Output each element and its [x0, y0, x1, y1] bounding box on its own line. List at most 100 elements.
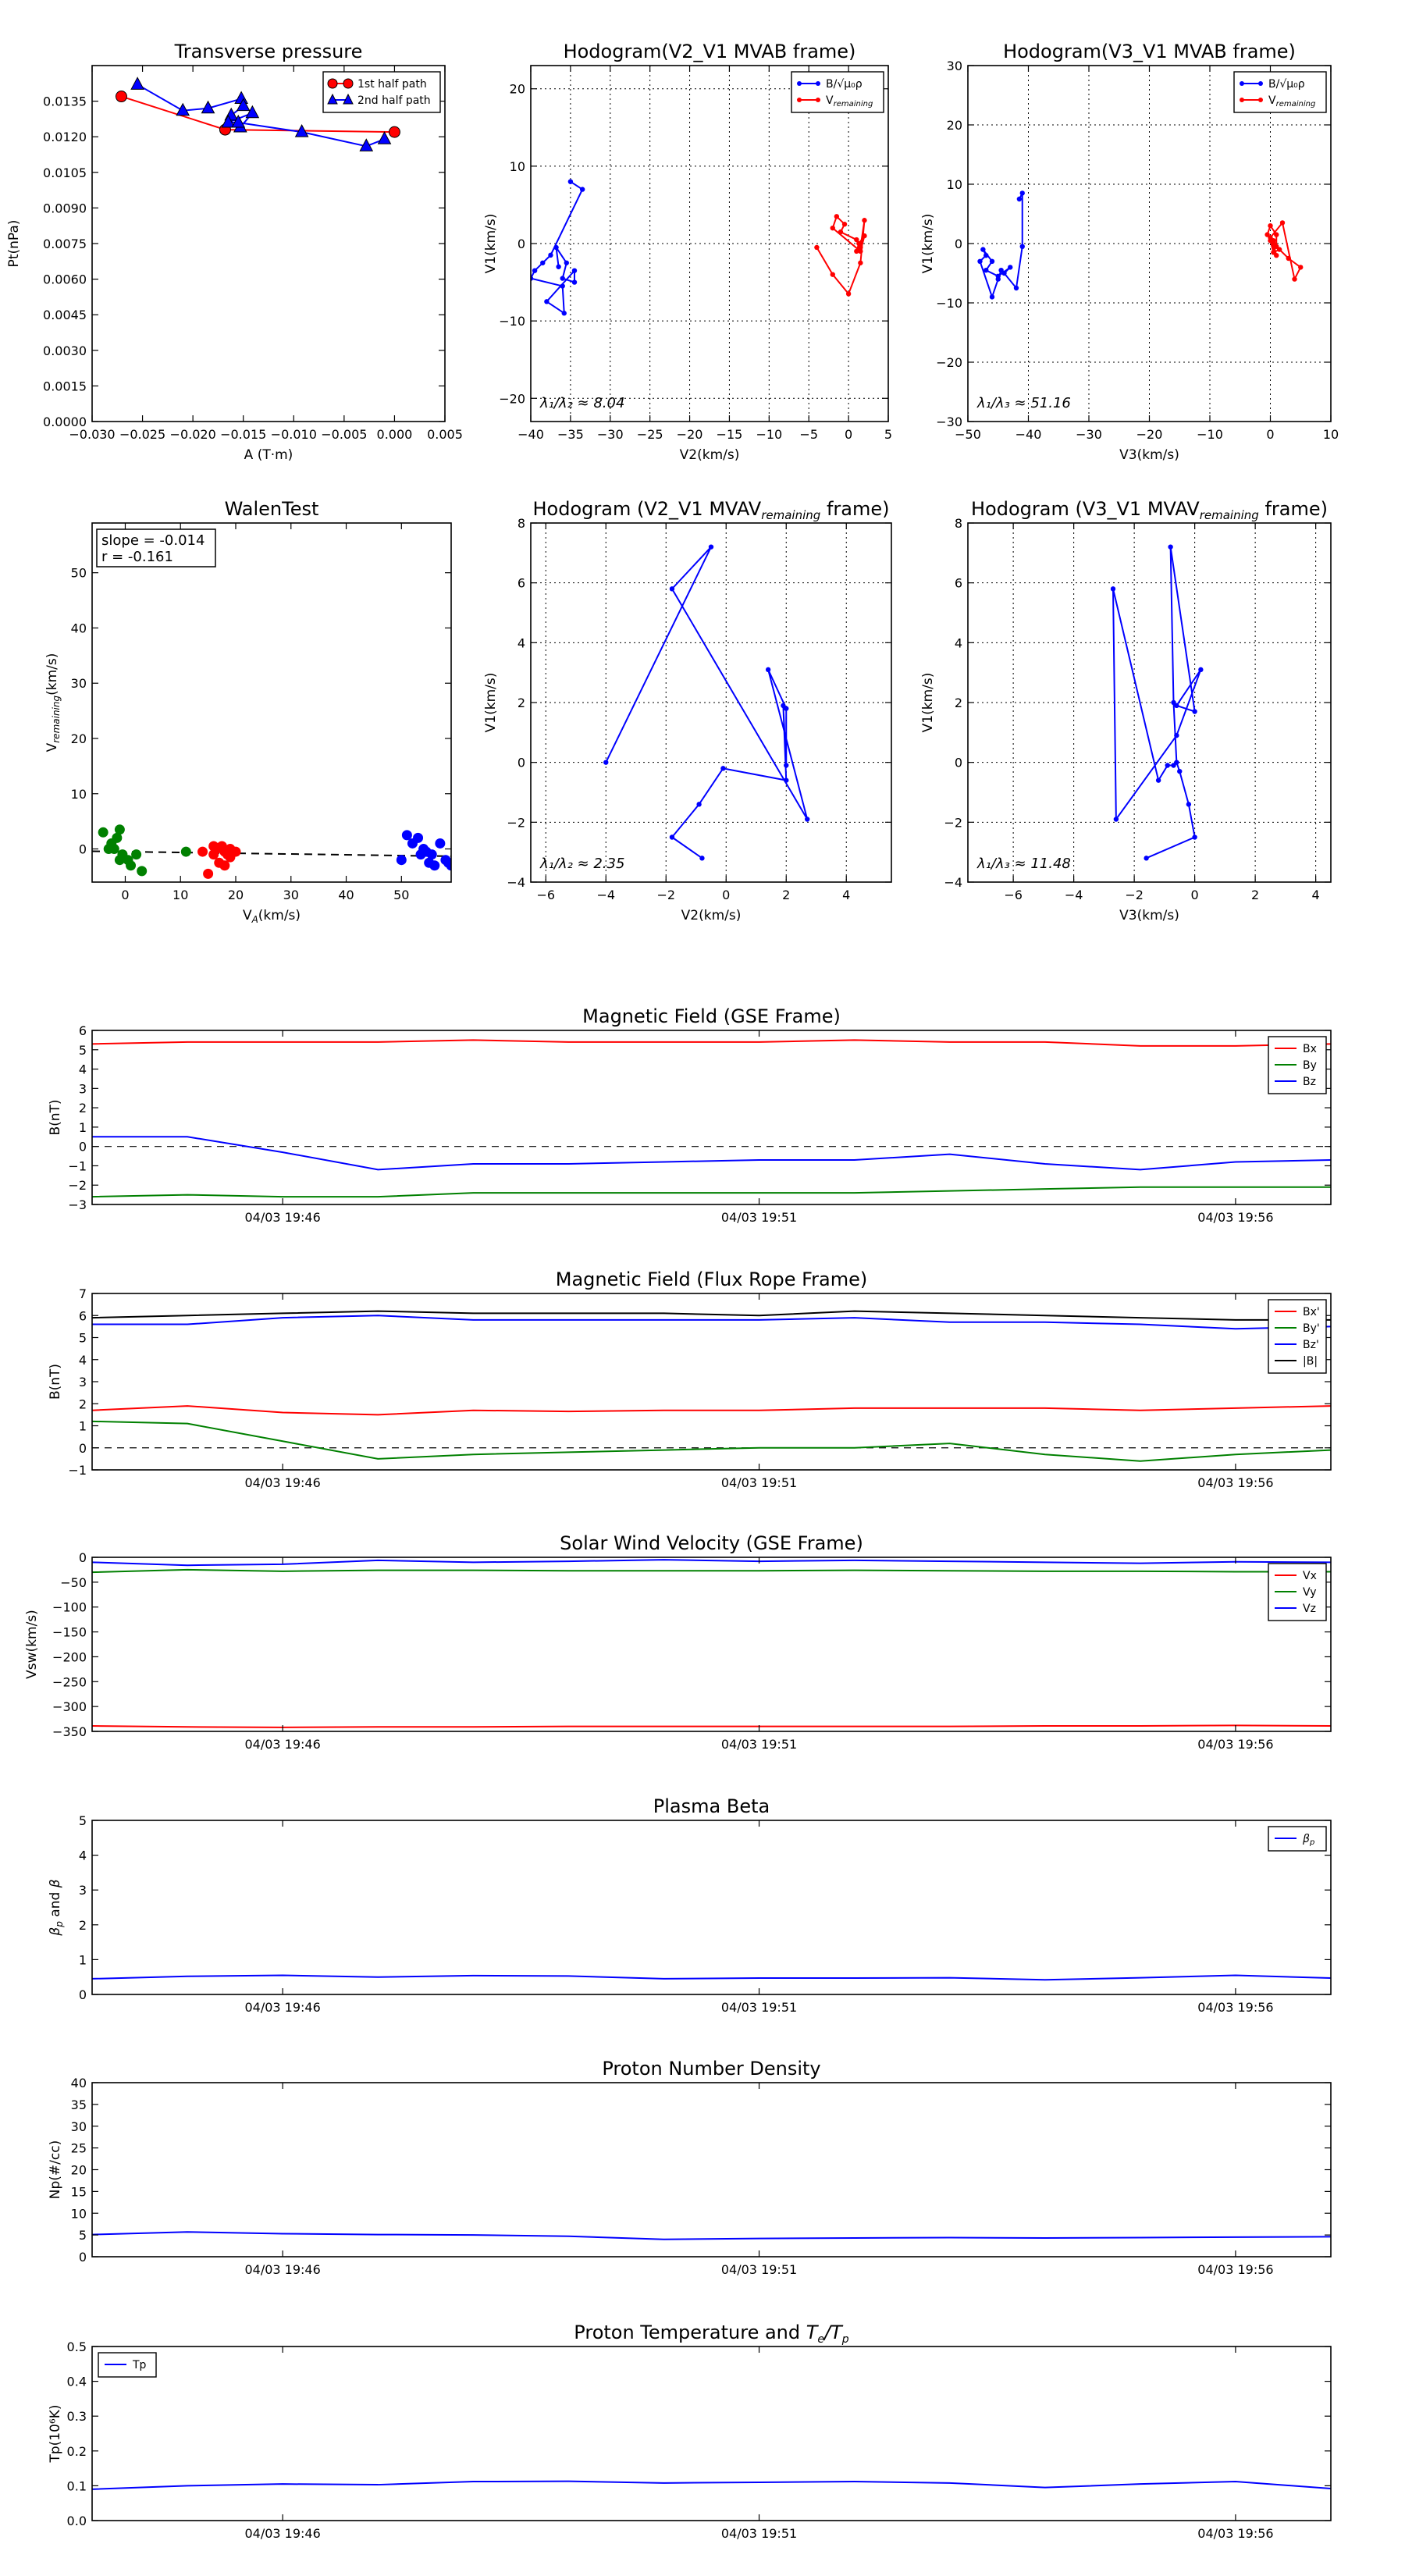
- x-tick-label: 0: [1191, 888, 1199, 902]
- ratio-annotation: λ₁/λ₃ ≈ 11.48: [976, 856, 1071, 872]
- data-point: [603, 760, 609, 765]
- x-tick-label: −0.020: [170, 427, 216, 442]
- legend-label: 1st half path: [357, 78, 427, 91]
- y-tick-label: 2: [79, 1918, 87, 1933]
- chart-title: Hodogram (V3_V1 MVAVremaining frame): [971, 498, 1328, 522]
- y-tick-label: −1: [68, 1463, 87, 1478]
- chart-bgse: 04/03 19:46 04/03 19:51 04/03 19:56 −3 −2 −1 0…: [48, 1005, 1332, 1225]
- y-tick-label: −300: [52, 1699, 87, 1714]
- y-tick-label: −200: [52, 1649, 87, 1664]
- x-tick-label: 04/03 19:46: [244, 1210, 320, 1225]
- chart-title: Magnetic Field (Flux Rope Frame): [556, 1268, 867, 1290]
- y-tick-label: 0: [955, 756, 962, 770]
- y-tick-label: 0.0030: [43, 343, 87, 358]
- data-point: [560, 283, 565, 289]
- y-tick-label: −3: [68, 1197, 87, 1212]
- plot-frame: [530, 522, 892, 883]
- series-line-Vx: [92, 1724, 1331, 1728]
- y-tick-label: 0.0015: [43, 379, 87, 393]
- data-point: [201, 100, 215, 114]
- legend-marker: [327, 93, 338, 105]
- legend-marker: [1258, 98, 1263, 102]
- y-tick-label: 0.0060: [43, 272, 87, 287]
- data-point: [1168, 544, 1173, 550]
- data-point: [708, 544, 714, 550]
- y-tick-label: −4: [944, 875, 962, 890]
- x-tick-label: −2: [1125, 888, 1144, 902]
- data-point: [858, 260, 863, 265]
- data-point: [544, 299, 550, 304]
- plot-frame: [967, 522, 1332, 883]
- y-axis-label: Vsw(km/s): [24, 1610, 40, 1679]
- data-point: [1274, 232, 1279, 237]
- y-tick-label: 3: [79, 1375, 87, 1389]
- y-tick-label: 30: [71, 2119, 87, 2134]
- chart-h21: −40 −35 −30 −25 −20 −15 −10 −5 0 5 −20 −10 0 10 20 Hodo…: [483, 41, 892, 463]
- chart-title: Transverse pressure: [174, 41, 363, 62]
- plot-area: [92, 1559, 1331, 1728]
- legend-label: B/√μ₀ρ: [826, 78, 863, 91]
- plot-area: [98, 824, 451, 879]
- x-axis-label: V2(km/s): [681, 908, 742, 923]
- plot-frame: [91, 65, 446, 422]
- data-point: [977, 258, 983, 264]
- data-point: [989, 258, 995, 264]
- y-tick-label: 6: [79, 1308, 87, 1323]
- y-axis-label: Np(#/cc): [48, 2140, 63, 2199]
- data-point: [221, 114, 236, 128]
- y-tick-label: 0: [79, 1550, 87, 1565]
- y-tick-label: −1: [68, 1158, 87, 1173]
- data-point: [556, 264, 561, 269]
- y-tick-label: 1: [79, 1120, 87, 1135]
- y-tick-label: −100: [52, 1600, 87, 1615]
- data-point: [98, 827, 108, 838]
- x-tick-label: 04/03 19:56: [1197, 1210, 1273, 1225]
- data-point: [781, 703, 786, 709]
- y-tick-label: −20: [499, 391, 525, 406]
- legend-marker: [1240, 98, 1244, 102]
- y-tick-label: 25: [71, 2141, 87, 2156]
- data-point: [720, 766, 726, 771]
- legend-label: βp: [1302, 1833, 1314, 1847]
- x-tick-label: −6: [1004, 888, 1023, 902]
- data-point: [1264, 232, 1270, 237]
- data-point: [112, 832, 123, 843]
- series-line-Vy: [92, 1568, 1331, 1574]
- y-tick-label: 40: [71, 621, 87, 635]
- y-tick-label: 10: [510, 159, 525, 174]
- data-point: [841, 222, 848, 227]
- x-axis-label: VA(km/s): [243, 908, 301, 925]
- data-point: [845, 291, 852, 297]
- y-tick-label: 6: [955, 576, 962, 591]
- data-point: [1186, 802, 1192, 807]
- data-point: [359, 138, 374, 151]
- y-tick-label: 20: [71, 2163, 87, 2178]
- y-tick-label: 8: [955, 516, 962, 531]
- chart-title: Hodogram(V2_V1 MVAB frame): [564, 41, 856, 62]
- data-point: [1008, 265, 1013, 270]
- legend-marker: [797, 98, 802, 102]
- x-tick-label: 0.005: [427, 427, 463, 442]
- x-tick-label: 4: [1312, 888, 1320, 902]
- plot-frame: [91, 2346, 1332, 2521]
- y-tick-label: 6: [518, 576, 525, 591]
- chart-title: WalenTest: [225, 498, 319, 520]
- data-point: [126, 860, 137, 871]
- x-tick-label: −0.030: [69, 427, 115, 442]
- y-tick-label: 6: [79, 1023, 87, 1038]
- legend-label: Tp: [132, 2359, 147, 2371]
- legend-marker: [797, 81, 802, 86]
- data-point: [567, 179, 574, 184]
- data-point: [245, 105, 260, 119]
- series-line-β_p: [92, 1974, 1331, 1981]
- y-tick-label: 0: [518, 237, 525, 251]
- y-tick-label: 0: [955, 237, 962, 251]
- data-point: [858, 244, 863, 251]
- legend-label: Vx: [1303, 1570, 1317, 1582]
- data-point: [862, 233, 867, 239]
- data-point: [1013, 285, 1019, 291]
- chart-bfr: 04/03 19:46 04/03 19:51 04/03 19:56 −1 0 1 2 3 4…: [48, 1268, 1332, 1490]
- y-tick-label: 20: [71, 731, 87, 746]
- data-point: [203, 868, 214, 879]
